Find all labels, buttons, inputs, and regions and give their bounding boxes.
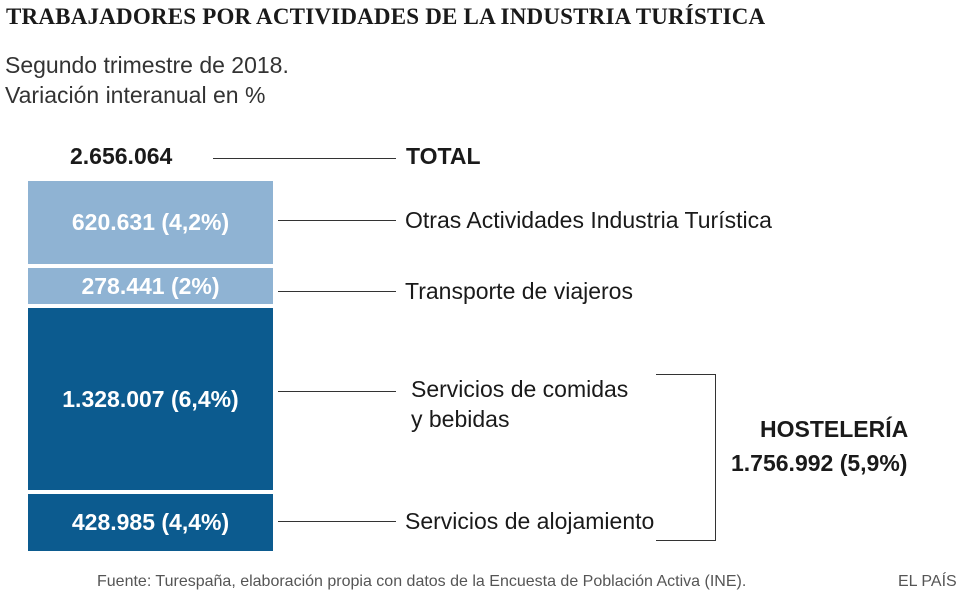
hosteleria-bracket [656, 374, 716, 541]
bar-segment-transporte-value: 278.441 (2%) [81, 272, 220, 299]
bar-segment-alojamiento: 428.985 (4,4%) [28, 494, 273, 551]
hosteleria-value: 1.756.992 (5,9%) [731, 450, 908, 476]
bar-segment-otras-actividades: 620.631 (4,2%) [28, 181, 273, 264]
total-connector-line [213, 158, 396, 159]
bar-segment-transporte: 278.441 (2%) [28, 268, 273, 304]
otras-actividades-label: Otras Actividades Industria Turística [405, 207, 772, 233]
bar-segment-comidas-bebidas-value: 1.328.007 (6,4%) [62, 385, 239, 412]
otras-actividades-connector-line [278, 220, 396, 221]
comidas-bebidas-label-line-1: Servicios de comidas [411, 376, 629, 402]
transporte-connector-line [278, 291, 396, 292]
comidas-bebidas-connector-line [278, 391, 396, 392]
bar-segment-comidas-bebidas: 1.328.007 (6,4%) [28, 308, 273, 490]
alojamiento-label: Servicios de alojamiento [405, 508, 655, 534]
bar-segment-alojamiento-value: 428.985 (4,4%) [71, 509, 230, 535]
hosteleria-label: HOSTELERÍA [760, 416, 909, 442]
total-value: 2.656.064 [70, 143, 173, 169]
comidas-bebidas-label-line-2: y bebidas [411, 406, 510, 432]
bar-segment-otras-actividades-value: 620.631 (4,2%) [71, 209, 230, 235]
chart-subtitle-line-1: Segundo trimestre de 2018. [5, 52, 289, 78]
total-label: TOTAL [406, 143, 481, 169]
chart-subtitle-line-2: Variación interanual en % [5, 82, 266, 108]
source-note: Fuente: Turespaña, elaboración propia co… [97, 573, 747, 590]
alojamiento-connector-line [278, 521, 396, 522]
brand-label: EL PAÍS [898, 573, 957, 590]
transporte-label: Transporte de viajeros [405, 278, 633, 304]
comidas-bebidas-label: Servicios de comidas y bebidas [411, 374, 628, 434]
chart-title: TRABAJADORES POR ACTIVIDADES DE LA INDUS… [6, 4, 766, 29]
